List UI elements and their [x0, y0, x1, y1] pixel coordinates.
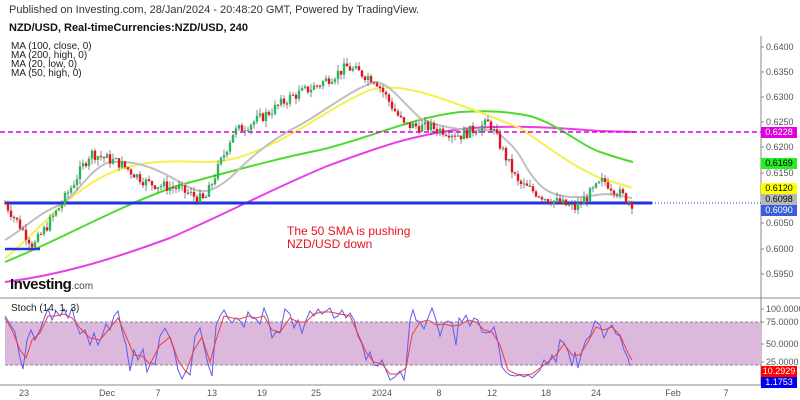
annotation-line-2: NZD/USD down: [287, 237, 373, 251]
y-tick: 0.6150: [766, 168, 794, 178]
annotation-line-1: The 50 SMA is pushing: [287, 224, 411, 238]
price-tag-last: 0.6090: [761, 205, 797, 216]
price-tag-resistance: 0.6228: [761, 127, 797, 138]
x-tick: 24: [591, 388, 601, 398]
candlesticks: [3, 58, 634, 251]
price-tag-ma20: 0.6098: [761, 194, 797, 205]
y-tick: 0.6400: [766, 42, 794, 52]
x-tick: Feb: [665, 388, 681, 398]
stoch-tag-k: 1.1753: [761, 377, 797, 388]
y-tick: 0.6300: [766, 92, 794, 102]
investing-logo: Investing.com: [10, 276, 93, 293]
ma200-line: [4, 125, 636, 283]
price-tag-ma50: 0.6120: [761, 183, 797, 194]
y-tick: 0.6350: [766, 67, 794, 77]
legend-ma200[interactable]: MA (200, high, 0): [11, 50, 88, 61]
stoch-y-tick: 25.0000: [766, 357, 799, 367]
stoch-k-line: [4, 306, 631, 382]
x-tick: 25: [311, 388, 321, 398]
stoch-tag-d: 10.2929: [761, 366, 797, 377]
stoch-label[interactable]: Stoch (14, 1, 3): [11, 303, 80, 314]
symbol-title: NZD/USD, Real-timeCurrencies:NZD/USD, 24…: [9, 22, 249, 34]
ma20-line: [4, 80, 633, 241]
y-tick: 0.6250: [766, 117, 794, 127]
x-tick: 13: [207, 388, 217, 398]
stoch-band: [5, 322, 761, 365]
indicator-legend: MA (100, close, 0) MA (200, high, 0) MA …: [11, 41, 92, 79]
chart-annotation: The 50 SMA is pushing NZD/USD down: [287, 225, 410, 251]
y-tick: 0.6050: [766, 218, 794, 228]
ma50-line: [4, 86, 633, 259]
legend-ma50[interactable]: MA (50, high, 0): [11, 68, 82, 79]
x-tick: 18: [541, 388, 551, 398]
stoch-y-tick: 100.0000: [766, 304, 800, 314]
time-axis-labels: 23 Dec 7 13 19 25 2024 8 12 18 24 Feb 7: [19, 388, 729, 398]
stoch-y-tick: 75.0000: [766, 317, 799, 327]
x-tick: 23: [19, 388, 29, 398]
stoch-y-tick: 50.0000: [766, 339, 799, 349]
stoch-d-line: [4, 311, 633, 376]
stoch-axis-ticks: 100.0000 75.0000 50.0000 25.0000: [761, 304, 800, 367]
x-tick: 2024: [372, 388, 392, 398]
ma100-line: [4, 110, 634, 263]
y-tick: 0.5950: [766, 269, 794, 279]
legend-ma100[interactable]: MA (100, close, 0): [11, 41, 92, 52]
x-tick: 19: [257, 388, 267, 398]
price-tag-ma100: 0.6169: [761, 158, 797, 169]
logo-main: Investing: [10, 276, 72, 293]
price-axis-ticks: 0.6400 0.6350 0.6300 0.6250 0.6200 0.615…: [761, 42, 794, 279]
x-tick: 7: [723, 388, 728, 398]
legend-ma20[interactable]: MA (20, low, 0): [11, 59, 78, 70]
published-header: Published on Investing.com, 28/Jan/2024 …: [9, 4, 420, 16]
x-tick: 7: [155, 388, 160, 398]
x-tick: 8: [436, 388, 441, 398]
logo-suffix: .com: [71, 281, 94, 292]
y-tick: 0.6200: [766, 142, 794, 152]
x-tick: 12: [487, 388, 497, 398]
y-tick: 0.6000: [766, 244, 794, 254]
x-tick: Dec: [99, 388, 116, 398]
